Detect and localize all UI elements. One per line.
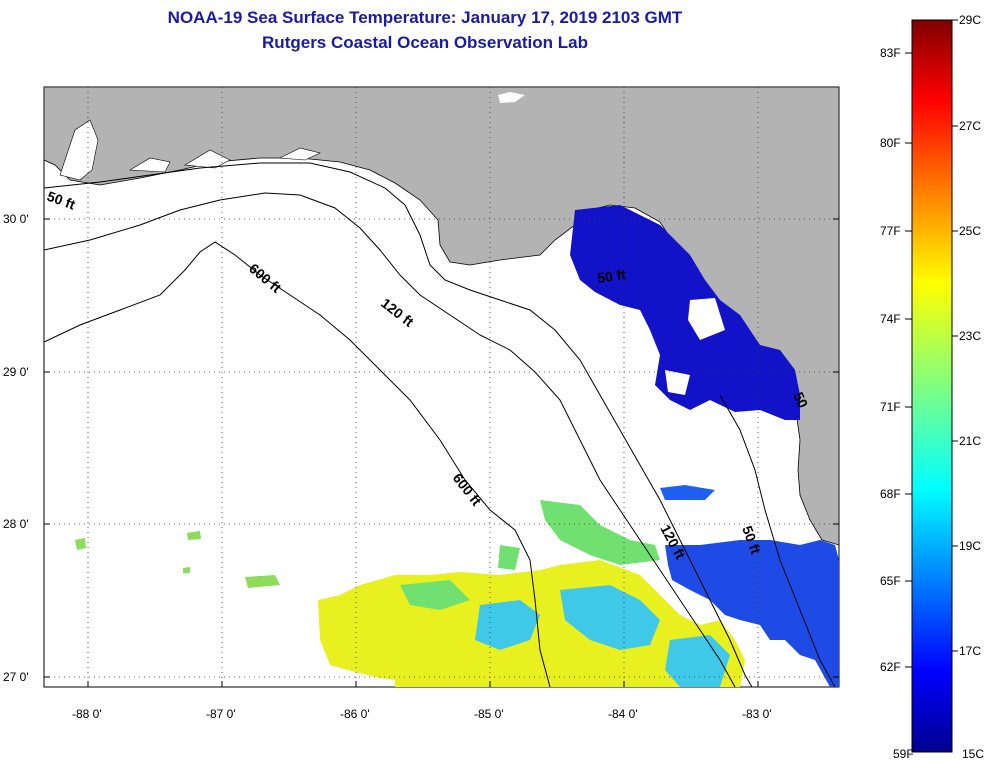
colorbar: 83F 80F 77F 74F 71F 68F 65F 62F 59F 29C …	[880, 13, 984, 761]
colorbar-c-label: 15C	[962, 747, 984, 761]
colorbar-c-label: 23C	[959, 329, 981, 343]
lon-label: -84 0'	[608, 707, 638, 721]
frame-ticks	[44, 218, 839, 687]
map-title: NOAA-19 Sea Surface Temperature: January…	[167, 8, 683, 27]
colorbar-f-label: 77F	[880, 224, 901, 238]
contour-label: 50	[790, 390, 811, 411]
sst-cold-bigbend	[570, 205, 800, 420]
lat-label: 28 0'	[3, 517, 29, 531]
colorbar-f-label: 62F	[880, 660, 901, 674]
colorbar-f-label: 68F	[880, 487, 901, 501]
lon-label: -88 0'	[72, 707, 102, 721]
colorbar-f-label: 65F	[880, 574, 901, 588]
sst-cold-southeast	[665, 540, 839, 687]
colorbar-c-label: 17C	[959, 644, 981, 658]
depth-contours	[44, 162, 836, 687]
lon-label: -87 0'	[206, 707, 236, 721]
colorbar-c-label: 21C	[959, 434, 981, 448]
colorbar-f-label: 59F	[893, 747, 914, 761]
lat-label: 30 0'	[3, 212, 29, 226]
lat-label: 27 0'	[3, 670, 29, 684]
colorbar-f-label: 71F	[880, 400, 901, 414]
colorbar-c-label: 25C	[959, 224, 981, 238]
lat-label: 29 0'	[3, 365, 29, 379]
map-subtitle: Rutgers Coastal Ocean Observation Lab	[262, 33, 588, 52]
colorbar-f-label: 83F	[880, 46, 901, 60]
lon-label: -86 0'	[340, 707, 370, 721]
graticule	[44, 87, 839, 687]
colorbar-f-label: 74F	[880, 312, 901, 326]
colorbar-f-label: 80F	[880, 136, 901, 150]
colorbar-c-label: 19C	[959, 539, 981, 553]
lon-label: -85 0'	[474, 707, 504, 721]
colorbar-c-label: 29C	[959, 13, 981, 27]
colorbar-c-label: 27C	[959, 119, 981, 133]
contour-label: 50 ft	[596, 266, 627, 286]
lon-label: -83 0'	[742, 707, 772, 721]
